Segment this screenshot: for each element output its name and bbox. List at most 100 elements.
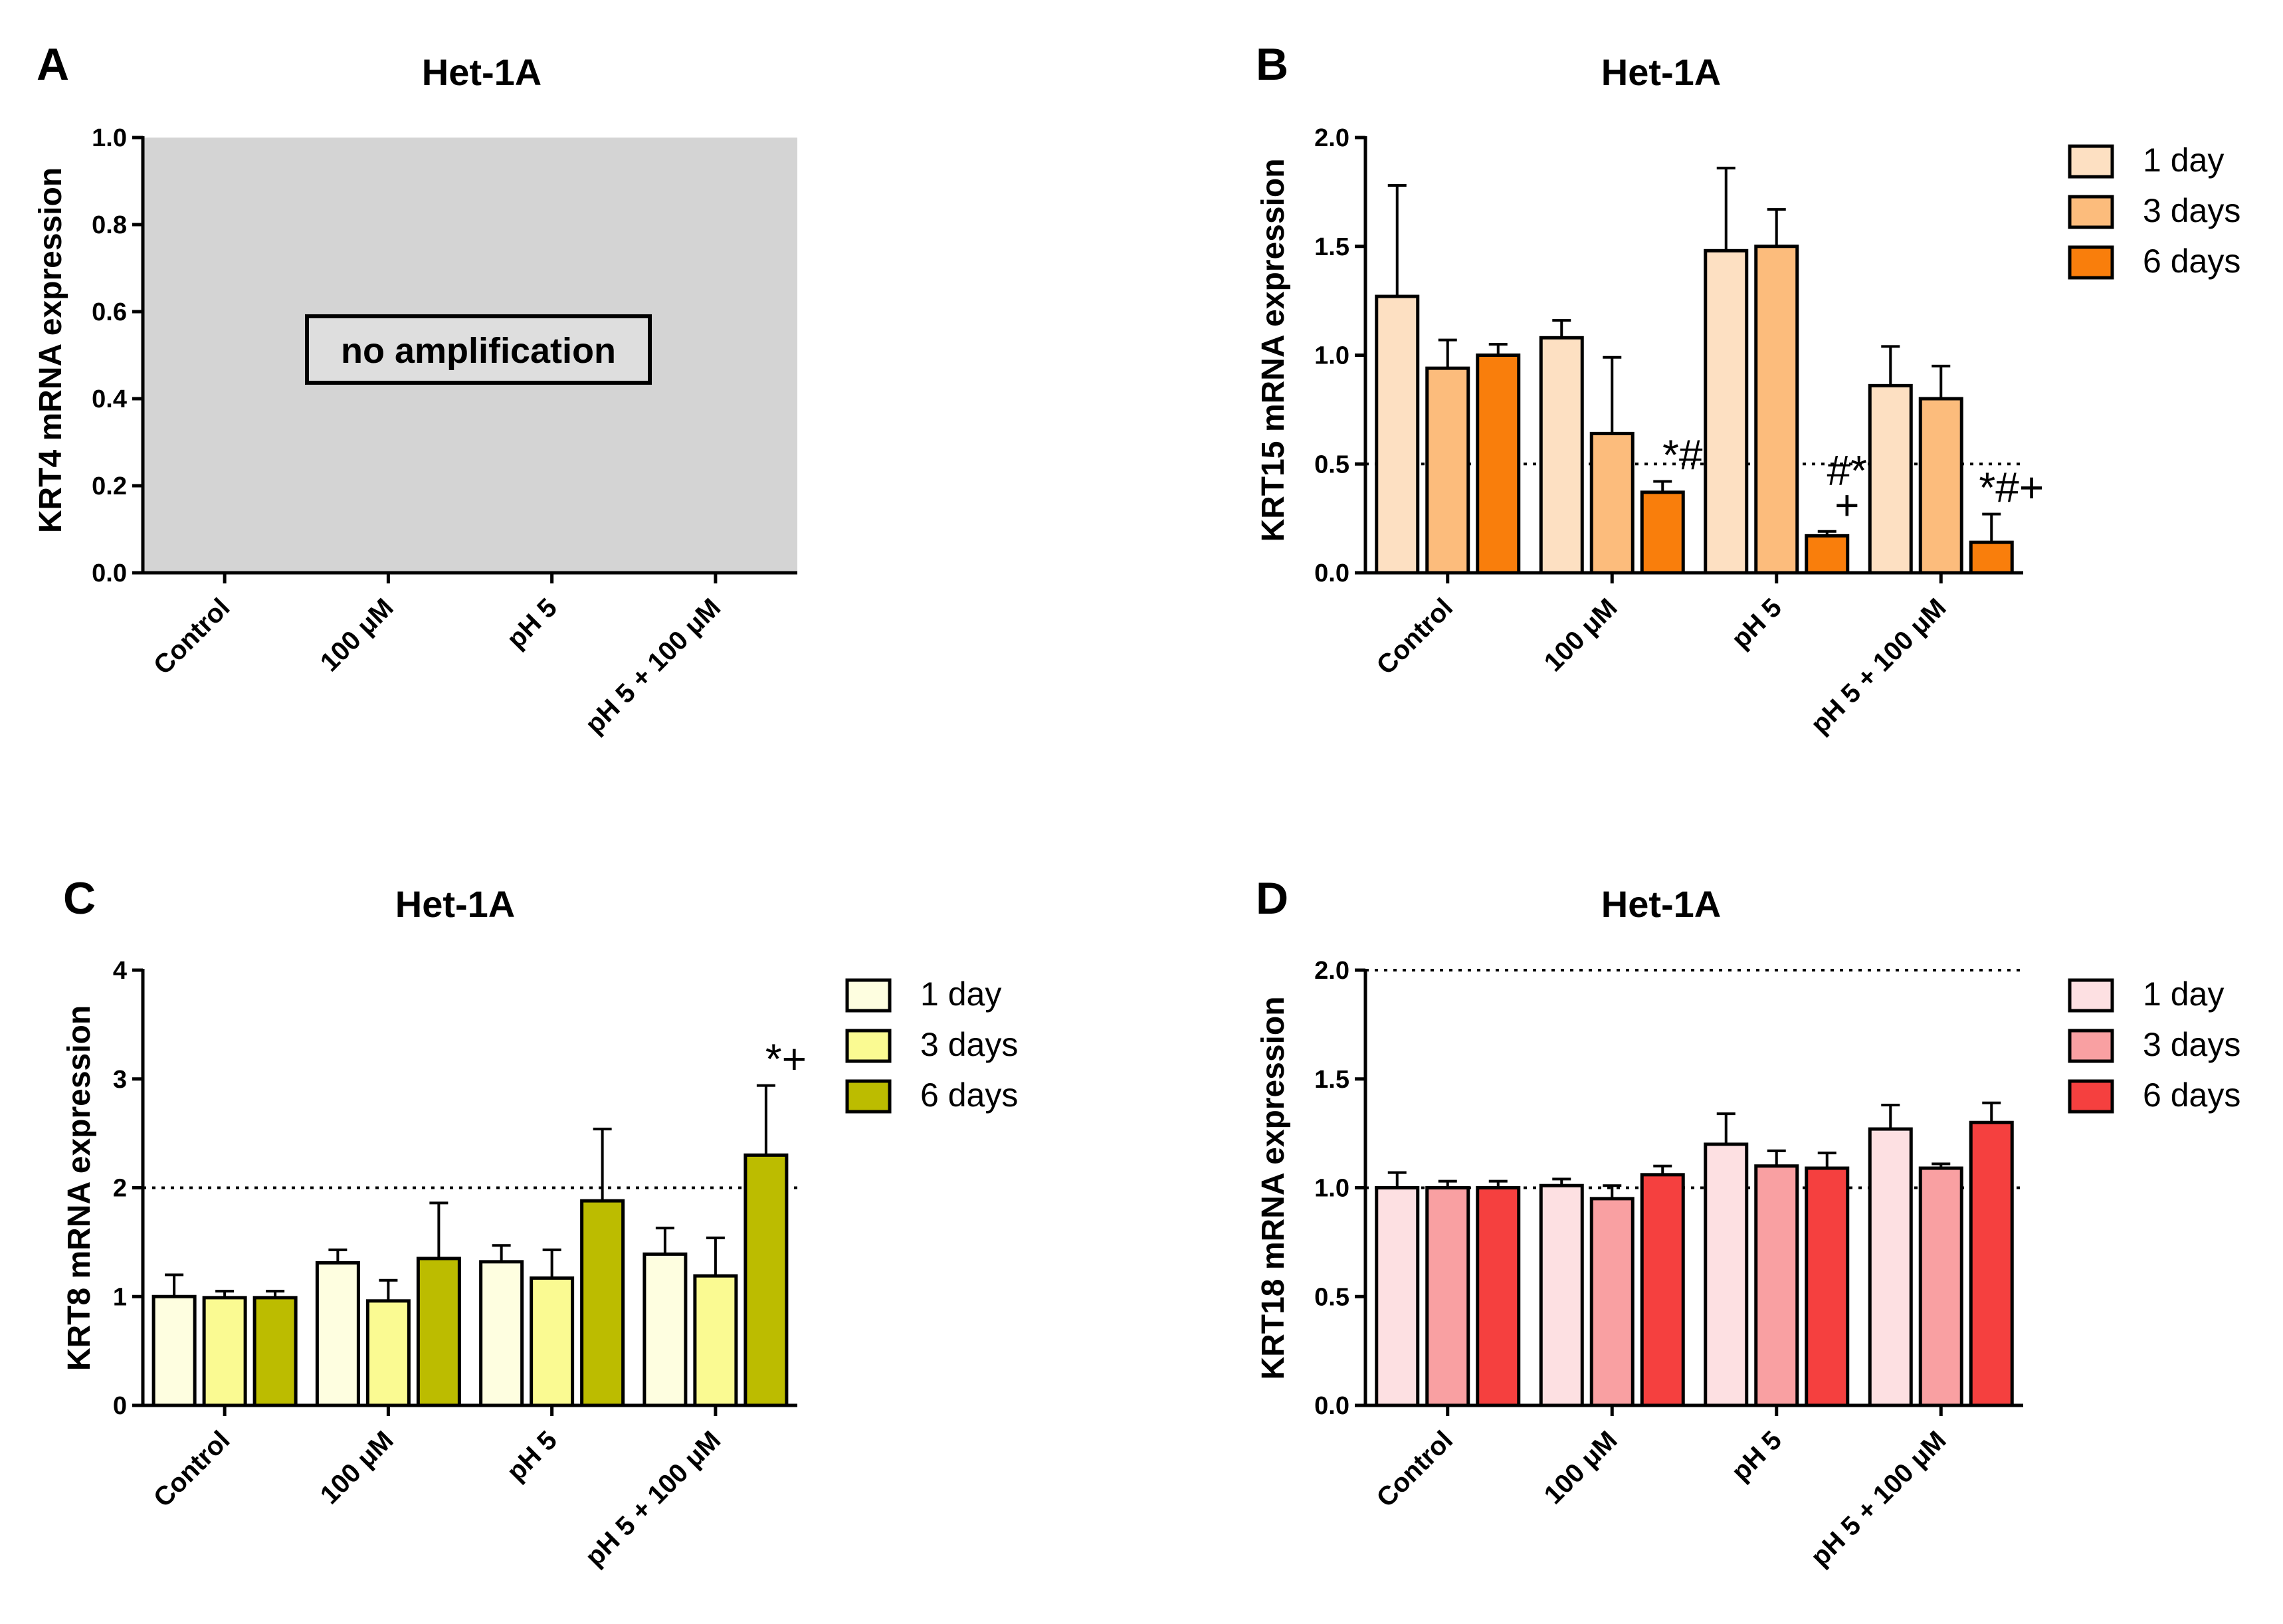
y-tick-label: 1.5: [1314, 1066, 1349, 1094]
x-tick-label: Control: [148, 593, 236, 680]
y-axis-label: KRT4 mRNA expression: [33, 167, 68, 533]
bar: [1375, 294, 1420, 575]
panel-letter: A: [37, 39, 69, 90]
y-tick-label: 0.0: [1314, 559, 1349, 587]
x-tick-label: pH 5: [502, 1425, 563, 1486]
legend-label: 1 day: [2143, 142, 2224, 179]
bar: [1918, 1166, 1963, 1407]
y-tick-label: 0.5: [1314, 451, 1349, 478]
panel-b: B Het-1A KRT15 mRNA expression *# #*+ *#+ 0.0 0…: [1256, 39, 2240, 740]
x-tick-label: Control: [148, 1425, 236, 1513]
panel-title: Het-1A: [395, 883, 515, 925]
y-tick-label: 0.0: [1314, 1392, 1349, 1420]
panel-title: Het-1A: [1601, 51, 1721, 93]
x-tick-label: pH 5 + 100 μM: [1805, 593, 1952, 740]
legend: 1 day 3 days 6 days: [845, 975, 1018, 1114]
y-axis-label: KRT18 mRNA expression: [1256, 996, 1291, 1379]
bar: [1918, 397, 1963, 575]
significance-mark: +: [1835, 481, 1859, 529]
bar: [1640, 490, 1685, 575]
bar: [1425, 366, 1470, 575]
y-tick-label: 0.2: [92, 472, 127, 500]
bar: [1375, 1186, 1420, 1407]
x-tick-label: Control: [1371, 593, 1458, 680]
bar: [580, 1199, 625, 1407]
y-tick-label: 1.5: [1314, 233, 1349, 261]
legend: 1 day 3 days 6 days: [2068, 142, 2240, 280]
x-tick-label: pH 5 + 100 μM: [1805, 1425, 1952, 1572]
x-tick-label: 100 μM: [1539, 593, 1623, 677]
bar: [416, 1257, 461, 1407]
bar: [1589, 1197, 1635, 1407]
bar: [1868, 1127, 1913, 1407]
legend-swatch: [2068, 245, 2114, 280]
y-tick-label: 2.0: [1314, 957, 1349, 985]
y-tick-label: 2.0: [1314, 124, 1349, 152]
legend: 1 day 3 days 6 days: [2068, 975, 2240, 1114]
y-tick-label: 0: [113, 1392, 127, 1420]
bar: [1640, 1173, 1685, 1407]
legend-swatch: [2068, 1029, 2114, 1063]
y-tick-label: 1.0: [92, 124, 127, 152]
bar: [530, 1276, 575, 1407]
x-tick-label: pH 5: [502, 593, 563, 654]
y-tick-label: 0.4: [92, 385, 127, 413]
x-tick-label: 100 μM: [1539, 1425, 1623, 1510]
x-tick-label: pH 5 + 100 μM: [580, 1425, 727, 1572]
bar: [1704, 249, 1749, 575]
panel-d: D Het-1A KRT18 mRNA expression 0.0 0.5 1.0 1.5…: [1256, 873, 2240, 1572]
y-tick-label: 4: [113, 957, 127, 985]
bar: [315, 1261, 360, 1407]
bar: [1754, 1164, 1799, 1407]
bar: [744, 1153, 789, 1407]
y-tick-label: 0.8: [92, 211, 127, 239]
y-tick-label: 3: [113, 1066, 127, 1094]
legend-label: 6 days: [920, 1076, 1018, 1114]
legend-swatch: [2068, 195, 2114, 229]
significance-mark: *+: [765, 1035, 807, 1083]
legend-swatch: [845, 1079, 892, 1114]
x-tick-label: Control: [1371, 1425, 1458, 1513]
bar: [643, 1252, 688, 1407]
legend-label: 3 days: [920, 1026, 1018, 1063]
panel-letter: B: [1256, 39, 1288, 90]
y-tick-label: 2: [113, 1175, 127, 1203]
legend-swatch: [2068, 978, 2114, 1013]
bar: [1754, 245, 1799, 575]
bar: [252, 1296, 298, 1407]
bar: [1425, 1186, 1470, 1407]
legend-swatch: [845, 1029, 892, 1063]
bar: [1589, 431, 1635, 575]
bar: [693, 1274, 738, 1407]
legend-label: 6 days: [2143, 1076, 2240, 1114]
bar: [1539, 1183, 1584, 1407]
bar: [365, 1299, 411, 1407]
bar: [1969, 540, 2014, 575]
legend-swatch: [845, 978, 892, 1013]
panel-title: Het-1A: [1601, 883, 1721, 925]
bar: [202, 1296, 247, 1407]
bar: [1476, 354, 1521, 575]
panel-a: A Het-1A KRT4 mRNA expression 0.0 0.2 0.4 0.6 0…: [33, 39, 797, 740]
x-tick-label: 100 μM: [315, 1425, 399, 1510]
y-axis-label: KRT8 mRNA expression: [62, 1005, 97, 1371]
significance-mark: #*: [1827, 447, 1868, 494]
legend-label: 6 days: [2143, 243, 2240, 280]
bar: [1805, 534, 1850, 575]
bar: [1969, 1120, 2014, 1407]
y-tick-label: 1: [113, 1283, 127, 1311]
y-tick-label: 0.0: [92, 559, 127, 587]
bar: [1805, 1166, 1850, 1407]
bar: [1539, 336, 1584, 575]
bar: [1476, 1186, 1521, 1407]
bar: [1704, 1142, 1749, 1407]
legend-label: 1 day: [2143, 975, 2224, 1013]
no-amplification-box: [305, 314, 652, 385]
y-tick-label: 0.6: [92, 298, 127, 326]
x-tick-label: 100 μM: [315, 593, 399, 677]
legend-label: 1 day: [920, 975, 1001, 1013]
significance-mark: *#: [1662, 431, 1703, 478]
y-tick-label: 1.0: [1314, 1175, 1349, 1203]
panel-c: C Het-1A KRT8 mRNA expression *+ 0 1 2 3 4 Contro…: [62, 873, 1018, 1572]
